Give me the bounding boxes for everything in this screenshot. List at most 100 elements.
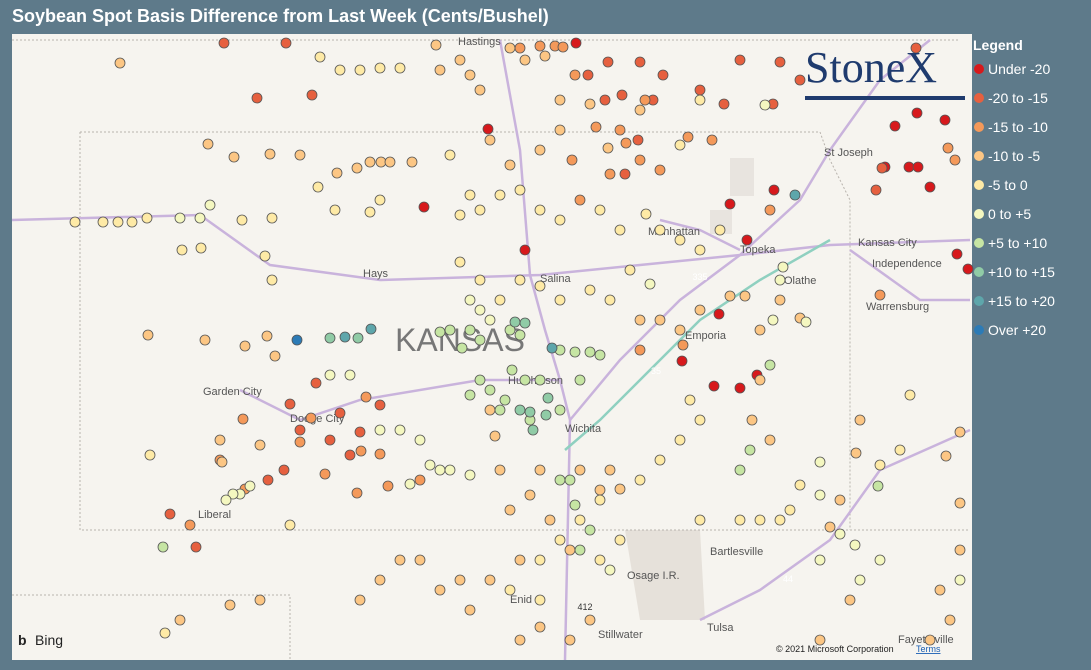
- legend-swatch[interactable]: [974, 238, 984, 248]
- map-point[interactable]: [824, 521, 836, 533]
- map-point[interactable]: [954, 574, 966, 586]
- map-point[interactable]: [584, 284, 596, 296]
- map-point[interactable]: [414, 434, 426, 446]
- map-point[interactable]: [195, 242, 207, 254]
- map-point[interactable]: [524, 406, 536, 418]
- map-point[interactable]: [236, 214, 248, 226]
- map-point[interactable]: [489, 430, 501, 442]
- map-point[interactable]: [590, 121, 602, 133]
- map-point[interactable]: [546, 342, 558, 354]
- map-point[interactable]: [194, 212, 206, 224]
- map-point[interactable]: [216, 456, 228, 468]
- map-point[interactable]: [164, 508, 176, 520]
- legend-swatch[interactable]: [974, 209, 984, 219]
- map-point[interactable]: [764, 434, 776, 446]
- map-point[interactable]: [634, 344, 646, 356]
- map-point[interactable]: [464, 604, 476, 616]
- map-point[interactable]: [329, 204, 341, 216]
- map-point[interactable]: [544, 514, 556, 526]
- map-point[interactable]: [602, 56, 614, 68]
- map-point[interactable]: [674, 434, 686, 446]
- map-point[interactable]: [620, 137, 632, 149]
- map-point[interactable]: [554, 294, 566, 306]
- map-point[interactable]: [754, 514, 766, 526]
- map-point[interactable]: [424, 459, 436, 471]
- map-point[interactable]: [876, 162, 888, 174]
- map-point[interactable]: [962, 263, 974, 275]
- map-point[interactable]: [889, 120, 901, 132]
- map-point[interactable]: [314, 51, 326, 63]
- map-point[interactable]: [280, 37, 292, 49]
- legend-label[interactable]: -15 to -10: [988, 119, 1048, 135]
- map-point[interactable]: [259, 250, 271, 262]
- map-point[interactable]: [474, 204, 486, 216]
- map-point[interactable]: [214, 434, 226, 446]
- map-point[interactable]: [244, 480, 256, 492]
- map-point[interactable]: [566, 154, 578, 166]
- map-point[interactable]: [504, 42, 516, 54]
- map-point[interactable]: [519, 317, 531, 329]
- map[interactable]: 335 35 412 44 KANSAS Hastings St Joseph …: [11, 34, 974, 661]
- map-point[interactable]: [854, 414, 866, 426]
- map-point[interactable]: [694, 414, 706, 426]
- map-point[interactable]: [484, 384, 496, 396]
- legend-label[interactable]: Over +20: [988, 322, 1046, 338]
- map-point[interactable]: [174, 212, 186, 224]
- legend-swatch[interactable]: [974, 93, 984, 103]
- map-point[interactable]: [574, 464, 586, 476]
- map-point[interactable]: [639, 94, 651, 106]
- map-point[interactable]: [464, 469, 476, 481]
- map-point[interactable]: [504, 159, 516, 171]
- map-point[interactable]: [599, 94, 611, 106]
- map-point[interactable]: [924, 634, 936, 646]
- map-point[interactable]: [912, 161, 924, 173]
- map-point[interactable]: [126, 216, 138, 228]
- map-point[interactable]: [384, 156, 396, 168]
- map-point[interactable]: [474, 84, 486, 96]
- map-point[interactable]: [713, 308, 725, 320]
- map-point[interactable]: [569, 69, 581, 81]
- map-point[interactable]: [504, 584, 516, 596]
- map-point[interactable]: [594, 554, 606, 566]
- legend-label[interactable]: -10 to -5: [988, 148, 1040, 164]
- map-point[interactable]: [306, 89, 318, 101]
- map-point[interactable]: [582, 69, 594, 81]
- map-point[interactable]: [734, 514, 746, 526]
- map-point[interactable]: [564, 634, 576, 646]
- map-point[interactable]: [694, 514, 706, 526]
- map-point[interactable]: [870, 184, 882, 196]
- map-point[interactable]: [284, 398, 296, 410]
- map-point[interactable]: [654, 224, 666, 236]
- map-point[interactable]: [657, 69, 669, 81]
- map-point[interactable]: [874, 554, 886, 566]
- map-point[interactable]: [584, 346, 596, 358]
- map-point[interactable]: [204, 199, 216, 211]
- map-point[interactable]: [604, 464, 616, 476]
- map-point[interactable]: [634, 154, 646, 166]
- map-point[interactable]: [874, 289, 886, 301]
- map-point[interactable]: [784, 504, 796, 516]
- map-point[interactable]: [939, 114, 951, 126]
- map-point[interactable]: [474, 304, 486, 316]
- map-point[interactable]: [677, 339, 689, 351]
- map-point[interactable]: [554, 404, 566, 416]
- map-point[interactable]: [414, 474, 426, 486]
- map-point[interactable]: [294, 149, 306, 161]
- map-point[interactable]: [644, 278, 656, 290]
- map-point[interactable]: [434, 64, 446, 76]
- map-point[interactable]: [190, 541, 202, 553]
- map-point[interactable]: [354, 594, 366, 606]
- map-point[interactable]: [454, 209, 466, 221]
- legend-label[interactable]: Under -20: [988, 61, 1050, 77]
- map-point[interactable]: [539, 50, 551, 62]
- map-point[interactable]: [534, 621, 546, 633]
- map-point[interactable]: [910, 42, 922, 54]
- map-point[interactable]: [494, 294, 506, 306]
- map-point[interactable]: [434, 326, 446, 338]
- map-point[interactable]: [239, 340, 251, 352]
- map-point[interactable]: [814, 489, 826, 501]
- map-point[interactable]: [324, 369, 336, 381]
- map-point[interactable]: [594, 494, 606, 506]
- legend-label[interactable]: +5 to +10: [988, 235, 1047, 251]
- map-point[interactable]: [744, 444, 756, 456]
